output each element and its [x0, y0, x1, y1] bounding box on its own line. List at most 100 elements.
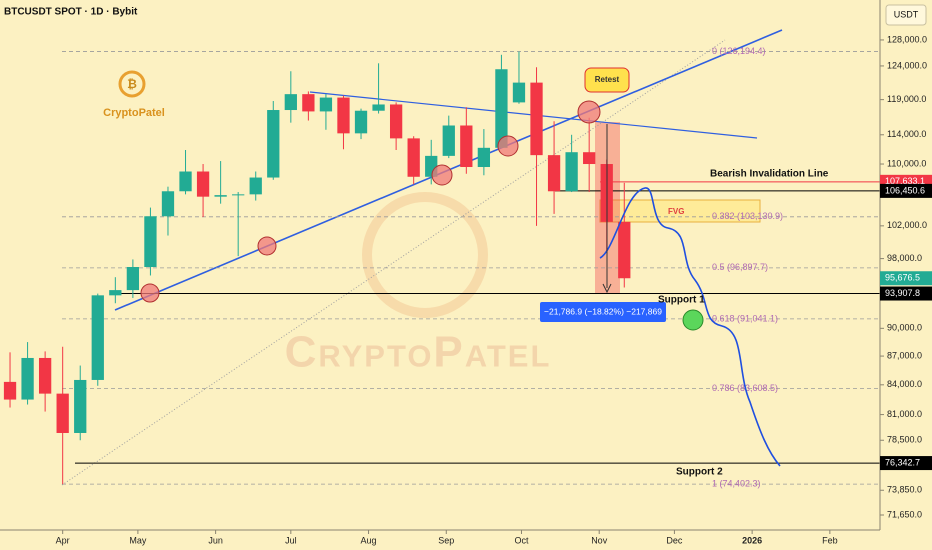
touch-circle: [140, 283, 160, 303]
chart-title: BTCUSDT SPOT · 1D · Bybit: [4, 7, 138, 18]
price-tag-label: 93,907.8: [885, 288, 920, 298]
y-tick-label: 81,000.0: [887, 409, 922, 419]
candle-body: [56, 393, 69, 433]
candle-body: [565, 152, 578, 192]
price-tag-label: 107,633.1: [885, 176, 925, 186]
x-tick-label: 2026: [742, 535, 762, 545]
price-tag: [880, 271, 932, 286]
candle-body: [618, 221, 631, 279]
touch-circle: [431, 164, 453, 186]
candle-body: [196, 171, 210, 197]
retest-callout: [584, 67, 630, 93]
candle-body: [126, 266, 140, 291]
y-tick-label: 128,000.0: [887, 34, 927, 44]
candle-body: [232, 194, 245, 196]
y-tick-label: 98,000.0: [887, 253, 922, 263]
x-tick-label: Dec: [666, 535, 683, 545]
candle-body: [547, 155, 561, 192]
x-tick-label: Jun: [208, 535, 223, 545]
candle-body: [372, 104, 385, 111]
candle-body: [583, 152, 596, 165]
price-tag: [880, 286, 932, 301]
projection-path: [599, 187, 781, 467]
y-tick-label: 124,000.0: [887, 60, 927, 70]
fvg-label: FVG: [668, 207, 684, 216]
candle-body: [354, 110, 368, 134]
x-tick-label: Jul: [285, 535, 297, 545]
x-tick-label: Feb: [822, 535, 838, 545]
levels: 0 (126,194.4) 0.382 (103,130.9) 0.5 (96,89…: [62, 46, 880, 489]
measure-arrow: [602, 283, 612, 294]
y-tick-label: 87,000.0: [887, 350, 922, 360]
fib-label: 0.5 (96,897.7): [712, 262, 768, 272]
currency-box[interactable]: [885, 4, 927, 26]
candle-body: [267, 110, 280, 178]
candle-body: [302, 94, 315, 112]
fib-label: 0.618 (91,041.1): [712, 313, 778, 323]
y-tick-label: 78,500.0: [887, 435, 922, 445]
candle-body: [337, 97, 350, 134]
candle-body: [530, 82, 543, 156]
logo-mark: [118, 70, 146, 98]
price-tag-label: 76,342.7: [885, 457, 920, 467]
x-tick-label: Nov: [591, 535, 608, 545]
y-tick-label: 71,650.0: [887, 509, 922, 519]
candle-body: [21, 357, 34, 400]
x-tick-label: Oct: [514, 535, 529, 545]
support-1-label: Support 1: [658, 295, 705, 306]
price-tag-label: 106,450.6: [885, 185, 925, 195]
y-tick-label: 90,000.0: [887, 323, 922, 333]
candle-body: [109, 290, 122, 296]
candle-body: [91, 295, 104, 380]
candle-body: [319, 97, 333, 112]
fib-label: 0.382 (103,130.9): [712, 211, 783, 221]
fib-label: 0 (126,194.4): [712, 46, 766, 56]
y-tick-label: 102,000.0: [887, 220, 927, 230]
y-tick-label: 84,000.0: [887, 379, 922, 389]
candle-body: [3, 381, 17, 400]
diagonal-dotted: [61, 39, 726, 486]
x-tick-label: Sep: [438, 535, 454, 545]
y-tick-label: 114,000.0: [887, 129, 926, 139]
touch-circle: [497, 135, 519, 157]
watermark: CryptoPatel: [285, 328, 552, 377]
candle-body: [477, 147, 491, 168]
candle-body: [442, 125, 455, 156]
front-layer: −21,786.9 (−18.82%) −217,869 Retest Bear…: [4, 7, 829, 478]
support-2-label: Support 2: [676, 467, 723, 478]
price-tag: [880, 456, 932, 471]
candle-body: [38, 357, 52, 394]
price-tag: [880, 183, 932, 198]
candle-body: [161, 191, 175, 217]
x-tick-label: Aug: [361, 535, 377, 545]
candle-body: [179, 171, 192, 192]
retest-label: Retest: [595, 75, 620, 84]
measure-label: −21,786.9 (−18.82%) −217,869: [544, 306, 662, 316]
logo-text: CryptoPatel: [103, 107, 165, 119]
invalidation-label: Bearish Invalidation Line: [710, 169, 829, 180]
x-axis-panel: [0, 530, 932, 550]
touch-circle: [257, 236, 277, 256]
y-tick-label: 119,000.0: [887, 94, 926, 104]
currency-label: USDT: [894, 9, 919, 19]
x-tick-label: May: [129, 535, 147, 545]
candle-body: [74, 379, 87, 433]
candle-body: [249, 177, 262, 195]
candle-body: [389, 104, 403, 139]
fib-label: 1 (74,402.3): [712, 479, 761, 489]
candle-body: [214, 195, 227, 197]
candle-body: [407, 138, 420, 177]
price-tag-label: 95,676.5: [885, 273, 920, 283]
candle-body: [284, 94, 297, 111]
measure-box: [540, 302, 666, 322]
y-tick-label: 110,000.0: [887, 158, 926, 168]
candles: [3, 51, 631, 485]
y-tick-label: 73,850.0: [887, 485, 922, 495]
candle-body: [144, 216, 157, 267]
candle-body: [460, 125, 473, 168]
target-circle: [682, 309, 704, 331]
candle-body: [495, 69, 508, 148]
